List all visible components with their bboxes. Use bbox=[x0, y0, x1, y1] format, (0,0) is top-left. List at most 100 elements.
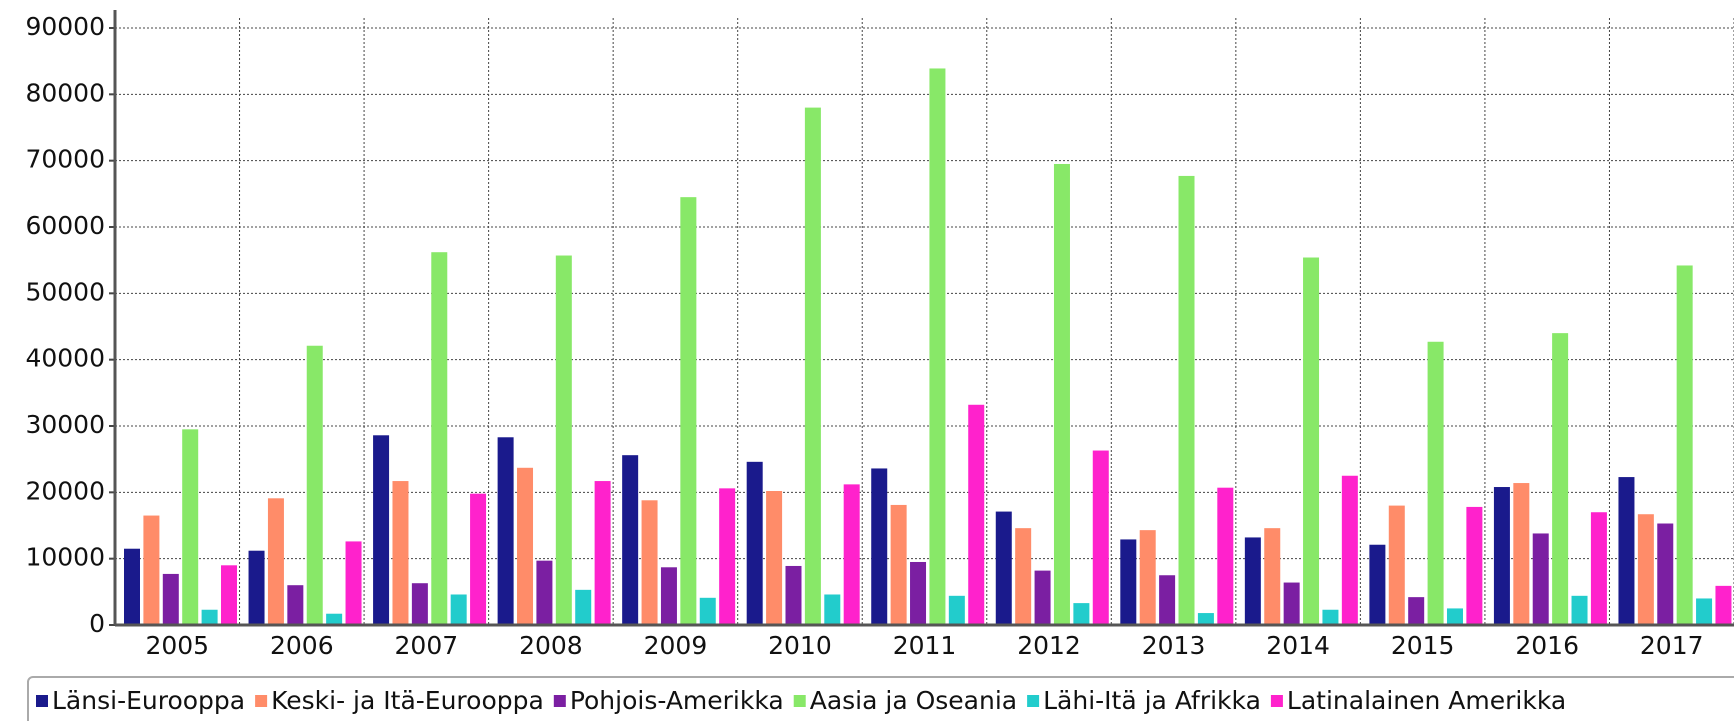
bar bbox=[1034, 570, 1051, 625]
y-tick-label: 90000 bbox=[25, 12, 105, 41]
x-tick-label: 2013 bbox=[1142, 631, 1206, 660]
bar bbox=[1618, 477, 1635, 625]
bar bbox=[843, 484, 860, 625]
bar bbox=[1696, 598, 1713, 625]
bar bbox=[641, 500, 658, 625]
bar bbox=[143, 515, 160, 625]
bar bbox=[1322, 609, 1339, 625]
legend-swatch bbox=[1027, 695, 1040, 707]
bar bbox=[995, 511, 1012, 625]
bar bbox=[1139, 530, 1156, 625]
legend-label: Aasia ja Oseania bbox=[810, 686, 1017, 715]
bar bbox=[890, 504, 907, 625]
legend-box bbox=[27, 676, 1734, 721]
x-tick-label: 2005 bbox=[145, 631, 209, 660]
bar bbox=[1015, 528, 1032, 625]
bar bbox=[248, 550, 265, 625]
bar bbox=[1244, 537, 1261, 625]
bar bbox=[1073, 603, 1090, 625]
bar bbox=[746, 461, 763, 625]
bar bbox=[221, 565, 237, 625]
y-tick-label: 30000 bbox=[25, 410, 105, 439]
y-tick-label: 50000 bbox=[25, 277, 105, 306]
bar bbox=[182, 429, 199, 625]
y-tick-label: 20000 bbox=[25, 476, 105, 505]
bar bbox=[1178, 175, 1195, 625]
bar bbox=[594, 481, 611, 625]
bar bbox=[326, 613, 343, 625]
bar bbox=[1657, 523, 1674, 625]
bar bbox=[719, 488, 736, 625]
bar bbox=[1513, 483, 1530, 625]
bar bbox=[124, 548, 140, 625]
x-tick-label: 2010 bbox=[768, 631, 832, 660]
bar bbox=[1408, 597, 1425, 625]
bar bbox=[517, 467, 534, 625]
bar bbox=[431, 252, 448, 625]
bar bbox=[306, 345, 323, 625]
legend-label: Keski- ja Itä-Eurooppa bbox=[271, 686, 544, 715]
bar bbox=[1590, 512, 1607, 625]
x-tick-label: 2017 bbox=[1640, 631, 1704, 660]
legend-swatch bbox=[553, 695, 566, 707]
y-tick-label: 60000 bbox=[25, 211, 105, 240]
legend-label: Latinalainen Amerikka bbox=[1287, 686, 1566, 715]
bar bbox=[575, 589, 592, 625]
legend-swatch bbox=[36, 695, 48, 707]
legend-label: Pohjois-Amerikka bbox=[570, 686, 784, 715]
bar bbox=[536, 560, 553, 625]
bar bbox=[968, 404, 985, 625]
legend-swatch bbox=[793, 695, 806, 707]
bar bbox=[1388, 505, 1405, 625]
bar bbox=[699, 597, 716, 625]
bar bbox=[411, 583, 428, 625]
bar bbox=[1197, 613, 1214, 625]
bar bbox=[1466, 506, 1483, 625]
bar bbox=[1341, 475, 1358, 625]
bar bbox=[470, 493, 487, 625]
legend-swatch bbox=[1270, 695, 1283, 707]
x-tick-label: 2012 bbox=[1017, 631, 1081, 660]
bar bbox=[1676, 265, 1693, 625]
legend-label: Länsi-Eurooppa bbox=[52, 686, 245, 715]
x-tick-label: 2011 bbox=[893, 631, 957, 660]
bar bbox=[824, 594, 841, 625]
x-tick-label: 2006 bbox=[270, 631, 334, 660]
bar bbox=[680, 197, 697, 625]
bar bbox=[948, 595, 965, 625]
bar bbox=[929, 68, 946, 626]
legend-label: Lähi-Itä ja Afrikka bbox=[1043, 686, 1261, 715]
bar bbox=[1571, 595, 1588, 625]
x-tick-label: 2007 bbox=[395, 631, 459, 660]
bar bbox=[1217, 487, 1234, 625]
bar bbox=[1427, 341, 1444, 625]
bar bbox=[660, 567, 677, 625]
bar bbox=[555, 255, 572, 626]
bar bbox=[1264, 528, 1281, 625]
bar bbox=[201, 609, 218, 625]
y-tick-label: 80000 bbox=[25, 78, 105, 107]
bar bbox=[1159, 575, 1176, 625]
bar bbox=[497, 437, 514, 625]
bar bbox=[1303, 257, 1320, 625]
y-tick-label: 40000 bbox=[25, 344, 105, 373]
bar bbox=[1120, 539, 1137, 625]
bar bbox=[1637, 514, 1654, 625]
bar bbox=[1053, 163, 1070, 625]
x-tick-label: 2016 bbox=[1515, 631, 1579, 660]
bar bbox=[345, 541, 362, 625]
y-tick-label: 0 bbox=[89, 609, 105, 638]
x-tick-label: 2008 bbox=[519, 631, 583, 660]
x-tick-label: 2015 bbox=[1391, 631, 1455, 660]
bar bbox=[1283, 582, 1300, 625]
y-tick-label: 10000 bbox=[25, 543, 105, 572]
bar bbox=[785, 565, 802, 625]
x-tick-label: 2014 bbox=[1266, 631, 1330, 660]
bar bbox=[1552, 333, 1569, 625]
y-tick-label: 70000 bbox=[25, 145, 105, 174]
bar bbox=[622, 455, 639, 625]
bar bbox=[1369, 544, 1386, 625]
bar bbox=[373, 435, 390, 625]
legend-swatch bbox=[255, 695, 268, 707]
bar bbox=[766, 491, 783, 625]
